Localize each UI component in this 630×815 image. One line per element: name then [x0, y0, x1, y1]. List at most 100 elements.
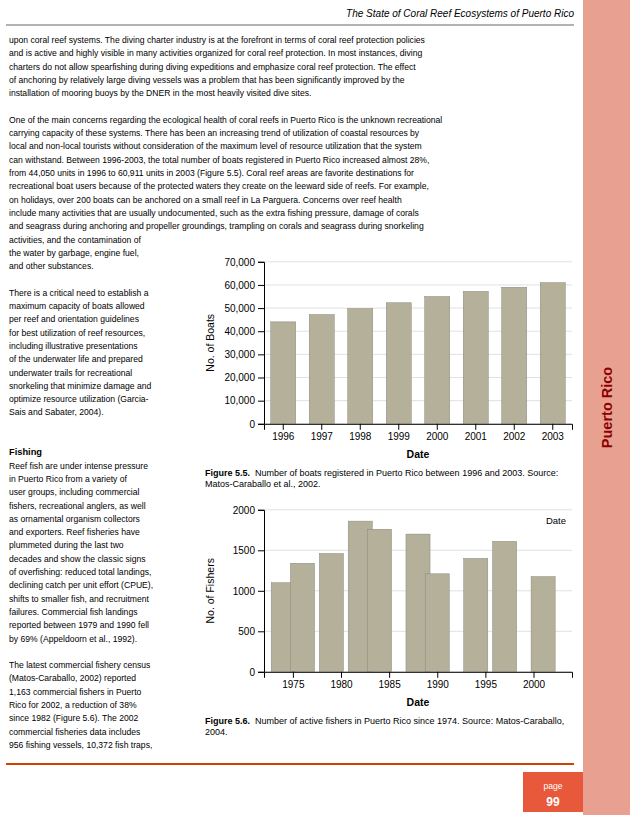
body-line: from 44,050 units in 1996 to 60,911 unit…: [9, 168, 414, 178]
tick-mark: [258, 285, 264, 286]
column-line: fishers, recreational anglers, as well: [9, 501, 146, 511]
tick: 1500: [233, 545, 264, 556]
tick-mark: [258, 424, 264, 425]
body-line: upon coral reef systems. The diving char…: [9, 35, 425, 45]
tick: 1997: [311, 424, 334, 442]
tick-mark: [534, 672, 535, 678]
column-line: and exporters. Reef fisheries have: [9, 527, 140, 537]
axis: 0500100015002000: [233, 505, 265, 678]
tick: 1985: [379, 672, 402, 690]
tick: 70,000: [224, 257, 264, 268]
tick-mark: [389, 672, 390, 678]
tick-mark: [398, 424, 399, 430]
sidebar: [583, 0, 630, 815]
tick: 1995: [475, 672, 498, 690]
tick: 2000: [523, 672, 546, 690]
column-line: of the underwater life and prepared: [9, 354, 143, 364]
axis-line: [265, 424, 573, 430]
tick-mark: [258, 401, 264, 402]
body-line: One of the main concerns regarding the e…: [9, 115, 442, 125]
x-axis-title: Date: [407, 696, 430, 708]
tick-label: 30,000: [224, 349, 255, 360]
column-line: plummeted during the last two: [9, 540, 124, 550]
body-line: local and non-local tourists without con…: [9, 141, 422, 151]
tick: 2000: [426, 424, 449, 442]
tick-mark: [258, 631, 264, 632]
grid-line: [264, 261, 572, 262]
column-line: since 1982 (Figure 5.6). The 2002: [9, 713, 139, 723]
column-line: There is a critical need to establish a: [9, 288, 149, 298]
column-line: (Matos-Caraballo, 2002) reported: [9, 673, 136, 683]
tick-label: 1000: [233, 586, 256, 597]
body-line: charters do not allow spearfishing durin…: [9, 62, 416, 72]
tick-mark: [514, 424, 515, 430]
bar: [290, 563, 314, 672]
column-line: snorkeling that minimize damage and: [9, 381, 152, 391]
caption-label: Figure 5.5.: [205, 468, 250, 478]
page-number: 99: [546, 795, 560, 809]
tick-mark: [283, 424, 284, 430]
tick-mark: [552, 424, 553, 430]
tick-label: 1998: [349, 431, 372, 442]
axis: 1975 1980 1985 1990 1995 2000: [265, 672, 573, 690]
body-line: of anchoring by relatively large diving …: [9, 75, 405, 85]
tick-mark: [437, 672, 438, 678]
bar: [425, 574, 449, 672]
caption-label: Figure 5.6.: [205, 716, 250, 726]
tick: 30,000: [224, 349, 264, 360]
bar: [319, 554, 343, 672]
tick-label: 1980: [330, 679, 353, 690]
tick-label: 1975: [282, 679, 305, 690]
tick-label: 10,000: [224, 395, 255, 406]
plot-area: [271, 283, 566, 424]
bar: [502, 287, 527, 424]
axis: 010,00020,00030,00040,00050,00060,00070,…: [224, 257, 264, 430]
tick-label: 50,000: [224, 303, 255, 314]
tick-label: 1985: [379, 679, 402, 690]
column-line: by 69% (Appeldoorn et al., 1992).: [9, 634, 137, 644]
column-line: and other substances.: [9, 261, 94, 271]
caption-text: Number of boats registered in Puerto Ric…: [205, 468, 558, 490]
chart: 19961997199819992000200120022003010,0002…: [204, 257, 573, 460]
tick: 1998: [349, 424, 372, 442]
tick-label: 1990: [427, 679, 450, 690]
caption-text: Number of active fishers in Puerto Rico …: [205, 716, 564, 738]
tick-mark: [258, 354, 264, 355]
bar: [348, 309, 373, 424]
chart: 1975198019851990199520000500100015002000…: [204, 505, 573, 708]
tick-mark: [437, 424, 438, 430]
tick: 20,000: [224, 372, 264, 383]
tick-mark: [258, 262, 264, 263]
body-line: can withstand. Between 1996-2003, the to…: [9, 155, 429, 165]
tick-label: 2002: [503, 431, 526, 442]
body-line: activities, and the contamination of: [9, 235, 141, 245]
tick-mark: [258, 591, 264, 592]
bar: [463, 291, 488, 423]
y-axis-title: No. of Fishers: [204, 558, 216, 623]
grid: [264, 262, 572, 424]
tick-mark: [258, 510, 264, 511]
tick: 1990: [427, 672, 450, 690]
column-line: decades and show the classic signs: [9, 554, 146, 564]
tick-mark: [258, 378, 264, 379]
column-line: for best utilization of reef resources,: [9, 328, 145, 338]
column-line: shifts to smaller fish, and recruitment: [9, 594, 150, 604]
bottom-rule: [6, 763, 574, 765]
bar: [386, 303, 411, 424]
column-line: commercial fisheries data includes: [9, 727, 140, 737]
caption-line: Matos-Caraballo et al., 2002.: [205, 479, 321, 489]
sidebar-text: Puerto Rico: [599, 367, 615, 449]
tick: 1980: [330, 672, 353, 690]
caption-line: Number of boats registered in Puerto Ric…: [255, 468, 558, 478]
column-line: in Puerto Rico from a variety of: [9, 474, 128, 484]
bar: [531, 577, 555, 672]
body-line: and seagrass during anchoring and propel…: [9, 221, 424, 231]
title-rule: [6, 25, 574, 26]
grid-line: [264, 284, 572, 285]
tick: 10,000: [224, 395, 264, 406]
grid-line: [264, 509, 572, 510]
tick-label: 20,000: [224, 372, 255, 383]
column-line: Reef fish are under intense pressure: [9, 461, 148, 471]
tick-mark: [360, 424, 361, 430]
tick-label: 2001: [465, 431, 488, 442]
